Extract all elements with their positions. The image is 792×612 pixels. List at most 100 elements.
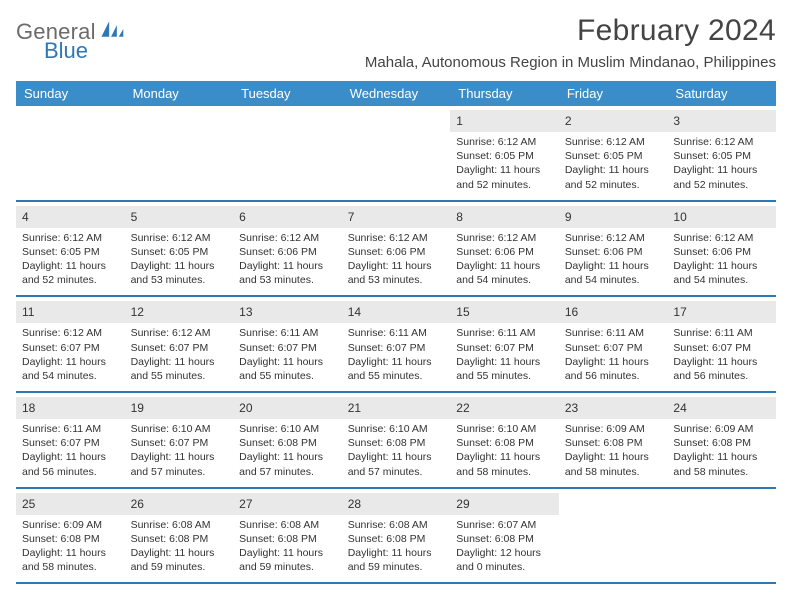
sunset-text: Sunset: 6:05 PM	[565, 149, 662, 163]
sunset-text: Sunset: 6:05 PM	[456, 149, 553, 163]
sunrise-text: Sunrise: 6:12 AM	[673, 135, 770, 149]
day-number-bar: 22	[450, 397, 559, 419]
daylight-text: and 58 minutes.	[673, 465, 770, 479]
sunset-text: Sunset: 6:06 PM	[456, 245, 553, 259]
daylight-text: Daylight: 12 hours	[456, 546, 553, 560]
daylight-text: Daylight: 11 hours	[673, 355, 770, 369]
day-cell: 21Sunrise: 6:10 AMSunset: 6:08 PMDayligh…	[342, 393, 451, 487]
daylight-text: and 57 minutes.	[239, 465, 336, 479]
day-cell: 8Sunrise: 6:12 AMSunset: 6:06 PMDaylight…	[450, 202, 559, 296]
sunset-text: Sunset: 6:08 PM	[565, 436, 662, 450]
dow-wednesday: Wednesday	[342, 81, 451, 106]
daylight-text: and 56 minutes.	[673, 369, 770, 383]
sunrise-text: Sunrise: 6:11 AM	[22, 422, 119, 436]
daylight-text: Daylight: 11 hours	[22, 546, 119, 560]
daylight-text: and 57 minutes.	[131, 465, 228, 479]
day-cell: 4Sunrise: 6:12 AMSunset: 6:05 PMDaylight…	[16, 202, 125, 296]
day-cell: 20Sunrise: 6:10 AMSunset: 6:08 PMDayligh…	[233, 393, 342, 487]
day-number: 6	[239, 210, 246, 224]
daylight-text: and 55 minutes.	[131, 369, 228, 383]
daylight-text: and 53 minutes.	[239, 273, 336, 287]
sunset-text: Sunset: 6:08 PM	[22, 532, 119, 546]
sunset-text: Sunset: 6:08 PM	[348, 436, 445, 450]
sunrise-text: Sunrise: 6:12 AM	[131, 326, 228, 340]
daylight-text: Daylight: 11 hours	[456, 163, 553, 177]
day-number-bar: 13	[233, 301, 342, 323]
day-number-bar: 1	[450, 110, 559, 132]
day-number: 25	[22, 497, 35, 511]
daylight-text: and 52 minutes.	[22, 273, 119, 287]
daylight-text: and 53 minutes.	[131, 273, 228, 287]
daylight-text: Daylight: 11 hours	[348, 450, 445, 464]
day-cell: 29 Sunrise: 6:07 AMSunset: 6:08 PMDayligh…	[450, 489, 559, 583]
daylight-text: Daylight: 11 hours	[565, 450, 662, 464]
sunset-text: Sunset: 6:08 PM	[131, 532, 228, 546]
day-number: 12	[131, 305, 144, 319]
day-number: 21	[348, 401, 361, 415]
sunset-text: Sunset: 6:07 PM	[348, 341, 445, 355]
daylight-text: and 53 minutes.	[348, 273, 445, 287]
day-number-bar: 14	[342, 301, 451, 323]
day-cell: 10Sunrise: 6:12 AMSunset: 6:06 PMDayligh…	[667, 202, 776, 296]
day-number: 23	[565, 401, 578, 415]
daylight-text: Daylight: 11 hours	[22, 355, 119, 369]
day-cell	[16, 106, 125, 200]
day-number: 4	[22, 210, 29, 224]
day-cell: 6Sunrise: 6:12 AMSunset: 6:06 PMDaylight…	[233, 202, 342, 296]
sunset-text: Sunset: 6:08 PM	[456, 436, 553, 450]
day-cell: 9Sunrise: 6:12 AMSunset: 6:06 PMDaylight…	[559, 202, 668, 296]
day-number-bar: 6	[233, 206, 342, 228]
dow-saturday: Saturday	[667, 81, 776, 106]
day-number-bar: 2	[559, 110, 668, 132]
dow-tuesday: Tuesday	[233, 81, 342, 106]
calendar-page: General Blue February 2024 Mahala, Auton…	[0, 0, 792, 612]
sunset-text: Sunset: 6:08 PM	[456, 532, 553, 546]
daylight-text: Daylight: 11 hours	[131, 546, 228, 560]
day-cell: 26Sunrise: 6:08 AMSunset: 6:08 PMDayligh…	[125, 489, 234, 583]
day-number-bar: 19	[125, 397, 234, 419]
day-number: 28	[348, 497, 361, 511]
day-number-bar: 17	[667, 301, 776, 323]
day-cell: 16Sunrise: 6:11 AMSunset: 6:07 PMDayligh…	[559, 297, 668, 391]
sunrise-text: Sunrise: 6:09 AM	[22, 518, 119, 532]
sunrise-text: Sunrise: 6:11 AM	[348, 326, 445, 340]
day-number-bar: 20	[233, 397, 342, 419]
day-cell	[559, 489, 668, 583]
sunset-text: Sunset: 6:05 PM	[131, 245, 228, 259]
day-number: 9	[565, 210, 572, 224]
daylight-text: and 58 minutes.	[22, 560, 119, 574]
daylight-text: Daylight: 11 hours	[456, 259, 553, 273]
brand-logo: General Blue	[16, 14, 126, 62]
daylight-text: and 52 minutes.	[565, 178, 662, 192]
day-cell: 22Sunrise: 6:10 AMSunset: 6:08 PMDayligh…	[450, 393, 559, 487]
day-number-bar: 16	[559, 301, 668, 323]
sunrise-text: Sunrise: 6:09 AM	[565, 422, 662, 436]
sunrise-text: Sunrise: 6:11 AM	[239, 326, 336, 340]
daylight-text: Daylight: 11 hours	[348, 355, 445, 369]
daylight-text: Daylight: 11 hours	[239, 259, 336, 273]
sunset-text: Sunset: 6:06 PM	[673, 245, 770, 259]
day-number-bar: 21	[342, 397, 451, 419]
day-number-bar: 27	[233, 493, 342, 515]
day-number: 19	[131, 401, 144, 415]
sunset-text: Sunset: 6:08 PM	[239, 532, 336, 546]
sunset-text: Sunset: 6:06 PM	[239, 245, 336, 259]
sunrise-text: Sunrise: 6:07 AM	[456, 518, 553, 532]
sunrise-text: Sunrise: 6:08 AM	[239, 518, 336, 532]
day-number-bar: 3	[667, 110, 776, 132]
day-cell	[125, 106, 234, 200]
day-cell: 23 Sunrise: 6:09 AMSunset: 6:08 PMDayligh…	[559, 393, 668, 487]
day-cell: 19Sunrise: 6:10 AMSunset: 6:07 PMDayligh…	[125, 393, 234, 487]
day-number: 29	[456, 497, 469, 511]
day-cell: 5Sunrise: 6:12 AMSunset: 6:05 PMDaylight…	[125, 202, 234, 296]
daylight-text: Daylight: 11 hours	[565, 259, 662, 273]
sunset-text: Sunset: 6:07 PM	[456, 341, 553, 355]
day-cell: 27Sunrise: 6:08 AMSunset: 6:08 PMDayligh…	[233, 489, 342, 583]
daylight-text: and 56 minutes.	[22, 465, 119, 479]
daylight-text: Daylight: 11 hours	[456, 450, 553, 464]
sunrise-text: Sunrise: 6:11 AM	[565, 326, 662, 340]
sunrise-text: Sunrise: 6:11 AM	[456, 326, 553, 340]
sunset-text: Sunset: 6:06 PM	[348, 245, 445, 259]
daylight-text: and 59 minutes.	[239, 560, 336, 574]
sunrise-text: Sunrise: 6:12 AM	[131, 231, 228, 245]
